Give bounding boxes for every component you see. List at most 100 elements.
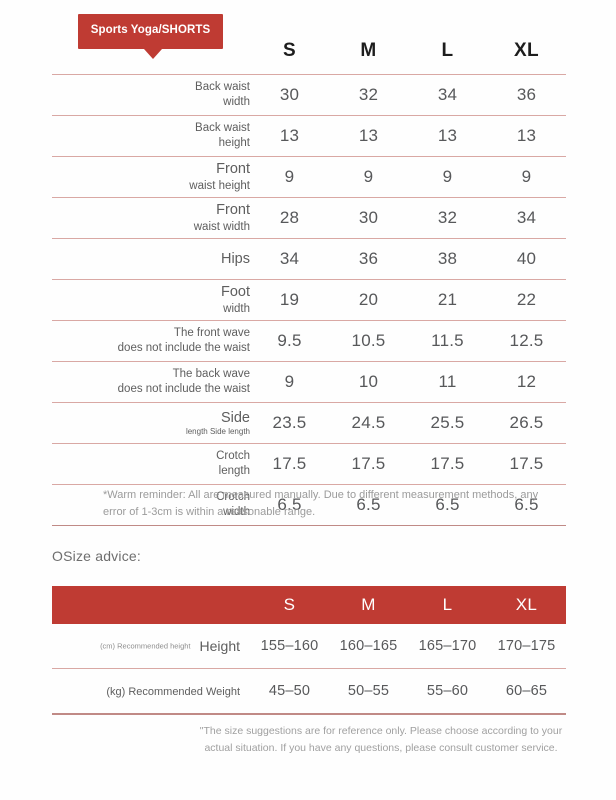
advice-size-header-s: S <box>250 586 329 624</box>
table-row: Crotch length 17.5 17.5 17.5 17.5 <box>52 443 566 485</box>
header-spacer <box>52 28 250 75</box>
cell-value: 23.5 <box>272 413 307 432</box>
advice-cell-value: 155–160 <box>260 638 319 654</box>
advice-micro-label: (kg) Recommended Weight <box>106 686 240 698</box>
cell-value: 13 <box>279 126 300 145</box>
row-label-crotch-length: Crotch length <box>52 444 250 485</box>
table-row: Hips 34 36 38 40 <box>52 238 566 280</box>
row-label-line2: does not include the waist <box>117 342 250 354</box>
advice-cell-value: 165–170 <box>418 638 477 654</box>
table-row: Crotch width 6.5 6.5 6.5 6.5 <box>52 484 566 526</box>
product-badge-label: Sports Yoga/SHORTS <box>78 14 223 49</box>
row-label-line1: Hips <box>220 250 250 267</box>
footer-disclaimer: "The size suggestions are for reference … <box>199 725 563 754</box>
row-label-back-wave: The back wave does not include the waist <box>52 362 250 403</box>
cell-value: 13 <box>437 126 458 145</box>
cell-value: 17.5 <box>509 454 544 473</box>
cell-value: 6.5 <box>356 495 381 514</box>
size-advice-table: S M L XL (cm) Recommended height Height 1… <box>52 586 566 715</box>
cell-value: 32 <box>437 208 458 227</box>
size-advice-table-header: S M L XL <box>52 586 566 624</box>
cell-value: 25.5 <box>430 413 465 432</box>
cell-value: 40 <box>516 249 537 268</box>
cell-value: 24.5 <box>351 413 386 432</box>
measurement-table-body: Back waist width 30 32 34 36 Back waist … <box>52 74 566 526</box>
cell-value: 9 <box>521 167 532 186</box>
table-row: Back waist width 30 32 34 36 <box>52 74 566 116</box>
cell-value: 22 <box>516 290 537 309</box>
size-header-row: S M L XL <box>52 28 566 75</box>
measurement-table: S M L XL Back waist width 30 32 34 36 Ba… <box>52 28 566 526</box>
row-label-line1: The front wave <box>173 327 250 340</box>
advice-cell-value: 45–50 <box>268 683 311 699</box>
size-header-xl: XL <box>514 40 539 61</box>
table-row: Front waist height 9 9 9 9 <box>52 156 566 198</box>
cell-value: 12 <box>516 372 537 391</box>
advice-cell-value: 50–55 <box>347 683 390 699</box>
advice-main-label: Height <box>199 637 240 654</box>
advice-size-header-l: L <box>408 586 487 624</box>
row-label-back-waist-height: Back waist height <box>52 116 250 157</box>
row-label-line1: Front <box>216 161 250 178</box>
size-advice-heading: OSize advice: <box>52 548 141 564</box>
cell-value: 30 <box>279 85 300 104</box>
cell-value: 36 <box>358 249 379 268</box>
row-label-line1: Back waist <box>195 122 250 135</box>
cell-value: 36 <box>516 85 537 104</box>
product-badge: Sports Yoga/SHORTS <box>78 14 223 59</box>
table-row: The back wave does not include the waist… <box>52 361 566 403</box>
cell-value: 38 <box>437 249 458 268</box>
row-label-line2: height <box>218 137 250 149</box>
cell-value: 32 <box>358 85 379 104</box>
row-label-line2: waist height <box>189 179 250 192</box>
cell-value: 30 <box>358 208 379 227</box>
row-label-line1: Front <box>216 202 250 219</box>
row-label-line2: waist width <box>193 220 250 233</box>
cell-value: 19 <box>279 290 300 309</box>
row-label-hips: Hips <box>52 239 250 280</box>
row-label-line2: does not include the waist <box>117 383 250 395</box>
cell-value: 9 <box>363 167 374 186</box>
cell-value: 34 <box>437 85 458 104</box>
cell-value: 11.5 <box>431 331 464 350</box>
row-label-line2: width <box>223 96 250 108</box>
row-label-front-waist-height: Front waist height <box>52 157 250 198</box>
warm-reminder-note: *Warm reminder: All are measured manuall… <box>103 489 539 519</box>
row-label-line2: length <box>218 465 250 477</box>
cell-value: 10 <box>358 372 379 391</box>
size-header-s: S <box>283 40 296 61</box>
advice-cell-value: 55–60 <box>426 683 469 699</box>
cell-value: 17.5 <box>430 454 465 473</box>
row-label-foot-width: Foot width <box>52 280 250 321</box>
cell-value: 9.5 <box>277 331 302 350</box>
cell-value: 17.5 <box>272 454 307 473</box>
advice-size-header-xl: XL <box>487 586 566 624</box>
row-label-line1: Crotch <box>216 450 250 463</box>
cell-value: 17.5 <box>351 454 386 473</box>
table-row: Side length Side length 23.5 24.5 25.5 2… <box>52 402 566 444</box>
row-label-line1: Back waist <box>195 81 250 94</box>
cell-value: 34 <box>516 208 537 227</box>
size-advice-table-body: (cm) Recommended height Height 155–160 16… <box>52 624 566 714</box>
advice-size-header-row: S M L XL <box>52 586 566 624</box>
row-label-front-waist-width: Front waist width <box>52 198 250 239</box>
cell-value: 6.5 <box>277 495 302 514</box>
cell-value: 26.5 <box>509 413 544 432</box>
row-label-line2: width <box>223 506 250 518</box>
cell-value: 13 <box>358 126 379 145</box>
cell-value: 6.5 <box>435 495 460 514</box>
cell-value: 12.5 <box>509 331 544 350</box>
row-label-line1: The back wave <box>172 368 250 381</box>
cell-value: 9 <box>284 372 295 391</box>
table-row: Front waist width 28 30 32 34 <box>52 197 566 239</box>
row-label-line1: Crotch <box>216 491 250 504</box>
measurement-table-header: S M L XL <box>52 28 566 75</box>
cell-value: 34 <box>279 249 300 268</box>
cell-value: 21 <box>437 290 458 309</box>
advice-cell-value: 160–165 <box>339 638 398 654</box>
advice-row-weight: (kg) Recommended Weight 45–50 50–55 55–6… <box>52 669 566 714</box>
advice-row-height: (cm) Recommended height Height 155–160 16… <box>52 624 566 669</box>
row-label-front-wave: The front wave does not include the wais… <box>52 321 250 362</box>
cell-value: 20 <box>358 290 379 309</box>
row-label-line1: Foot <box>220 284 250 301</box>
